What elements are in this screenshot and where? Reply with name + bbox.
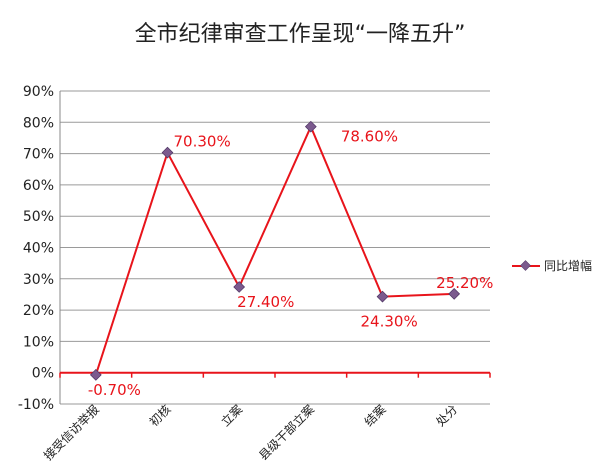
y-tick-label: 10% [23,334,54,350]
legend-series-name: 同比增幅 [544,258,592,273]
y-tick-label: 30% [23,272,54,288]
data-label: 70.30% [174,133,231,151]
data-point-marker [233,281,246,293]
y-tick-label: 70% [23,147,54,163]
data-label: 27.40% [237,293,294,311]
y-tick-label: 50% [23,209,54,225]
gridlines [59,90,490,405]
data-label: -0.70% [88,381,141,399]
y-tick-label: -10% [18,397,54,413]
y-tick-label: 60% [23,178,54,194]
legend: 同比增幅 [512,258,592,273]
data-label: 78.60% [341,128,398,146]
x-tick-label: 立案 [218,402,246,430]
y-tick-label: 0% [32,366,54,382]
x-tick-label: 结案 [361,402,389,430]
data-point-marker [448,287,461,300]
data-point-marker [304,120,317,133]
data-point-marker [376,290,389,303]
series-line [89,120,461,381]
chart-title: 全市纪律审查工作呈现“一降五升” [135,22,466,47]
x-tick-label: 处分 [433,402,460,429]
data-label: 24.30% [361,313,418,331]
y-axis-ticks: -10% 0% 10% 20% 30% 40% 50% 60% 70% 80% 90% [18,84,54,413]
x-tick-label: 县级干部立案 [255,402,317,464]
series-line-path [94,124,455,376]
y-tick-label: 40% [23,241,54,257]
y-tick-label: 90% [23,84,54,100]
data-labels: -0.70% 70.30% 27.40% 78.60% 24.30% 25.20% [88,128,494,399]
data-point-marker [161,146,174,159]
y-tick-label: 20% [23,303,54,319]
legend-marker-swatch [520,260,531,271]
data-label: 25.20% [436,274,493,292]
x-tick-label: 初核 [147,402,174,429]
data-point-marker [89,369,102,381]
y-tick-label: 80% [23,115,54,131]
